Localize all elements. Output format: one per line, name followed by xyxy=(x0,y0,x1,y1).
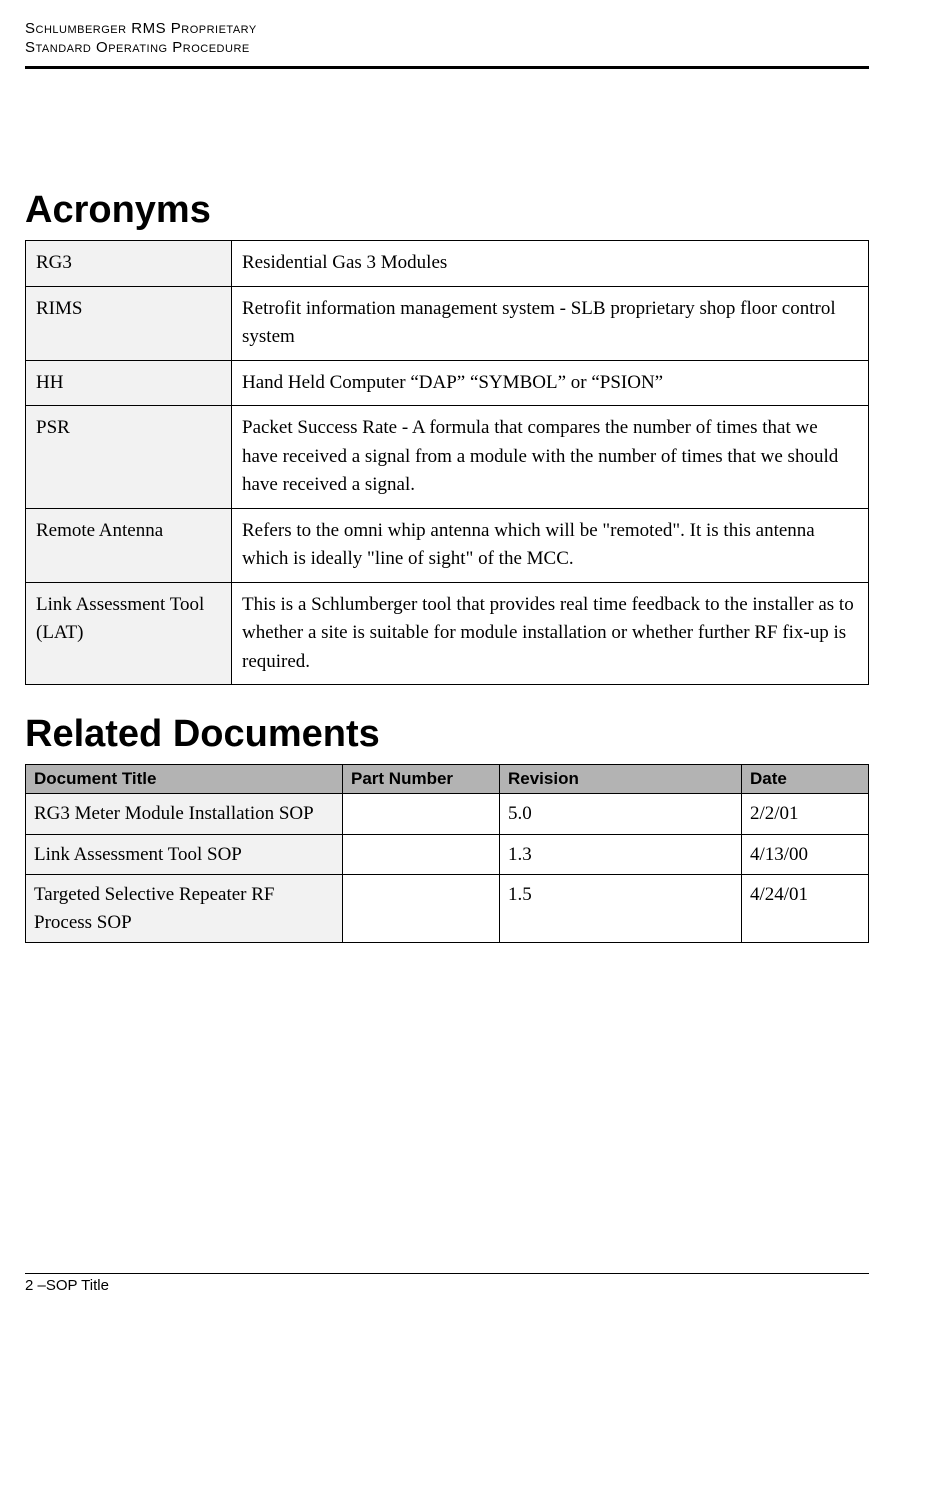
table-row: PSR Packet Success Rate - A formula that… xyxy=(26,406,869,509)
related-documents-table: Document Title Part Number Revision Date… xyxy=(25,764,869,943)
table-row: RG3 Residential Gas 3 Modules xyxy=(26,241,869,287)
page-footer: 2 –SOP Title xyxy=(25,1273,869,1294)
column-header-date: Date xyxy=(742,765,869,794)
column-header-part-number: Part Number xyxy=(343,765,500,794)
acronym-term: Remote Antenna xyxy=(26,508,232,582)
table-row: Targeted Selective Repeater RF Process S… xyxy=(26,875,869,943)
doc-rev-cell: 1.3 xyxy=(500,834,742,875)
doc-part-cell xyxy=(343,875,500,943)
header-line-1: Schlumberger RMS Proprietary xyxy=(25,20,869,37)
doc-rev-cell: 1.5 xyxy=(500,875,742,943)
acronym-term: Link Assessment Tool (LAT) xyxy=(26,582,232,685)
acronym-term: PSR xyxy=(26,406,232,509)
acronym-definition: Refers to the omni whip antenna which wi… xyxy=(232,508,869,582)
acronym-definition: Residential Gas 3 Modules xyxy=(232,241,869,287)
table-row: Link Assessment Tool (LAT) This is a Sch… xyxy=(26,582,869,685)
table-row: RG3 Meter Module Installation SOP 5.0 2/… xyxy=(26,794,869,835)
table-row: RIMS Retrofit information management sys… xyxy=(26,286,869,360)
column-header-document-title: Document Title xyxy=(26,765,343,794)
header-rule xyxy=(25,66,869,69)
section-title-related-documents: Related Documents xyxy=(25,713,869,756)
acronym-term: RIMS xyxy=(26,286,232,360)
table-row: Remote Antenna Refers to the omni whip a… xyxy=(26,508,869,582)
doc-title-cell: RG3 Meter Module Installation SOP xyxy=(26,794,343,835)
doc-date-cell: 4/13/00 xyxy=(742,834,869,875)
column-header-revision: Revision xyxy=(500,765,742,794)
doc-rev-cell: 5.0 xyxy=(500,794,742,835)
table-row: HH Hand Held Computer “DAP” “SYMBOL” or … xyxy=(26,360,869,406)
acronym-definition: Hand Held Computer “DAP” “SYMBOL” or “PS… xyxy=(232,360,869,406)
acronym-definition: Packet Success Rate - A formula that com… xyxy=(232,406,869,509)
acronym-definition: Retrofit information management system -… xyxy=(232,286,869,360)
table-row: Link Assessment Tool SOP 1.3 4/13/00 xyxy=(26,834,869,875)
doc-title-cell: Link Assessment Tool SOP xyxy=(26,834,343,875)
doc-title-cell: Targeted Selective Repeater RF Process S… xyxy=(26,875,343,943)
header-line-2: Standard Operating Procedure xyxy=(25,39,869,56)
acronym-term: RG3 xyxy=(26,241,232,287)
acronym-definition: This is a Schlumberger tool that provide… xyxy=(232,582,869,685)
acronym-term: HH xyxy=(26,360,232,406)
doc-date-cell: 4/24/01 xyxy=(742,875,869,943)
section-title-acronyms: Acronyms xyxy=(25,189,869,232)
table-header-row: Document Title Part Number Revision Date xyxy=(26,765,869,794)
acronyms-table: RG3 Residential Gas 3 Modules RIMS Retro… xyxy=(25,240,869,685)
doc-part-cell xyxy=(343,794,500,835)
doc-date-cell: 2/2/01 xyxy=(742,794,869,835)
doc-part-cell xyxy=(343,834,500,875)
document-page: Schlumberger RMS Proprietary Standard Op… xyxy=(0,0,944,1314)
